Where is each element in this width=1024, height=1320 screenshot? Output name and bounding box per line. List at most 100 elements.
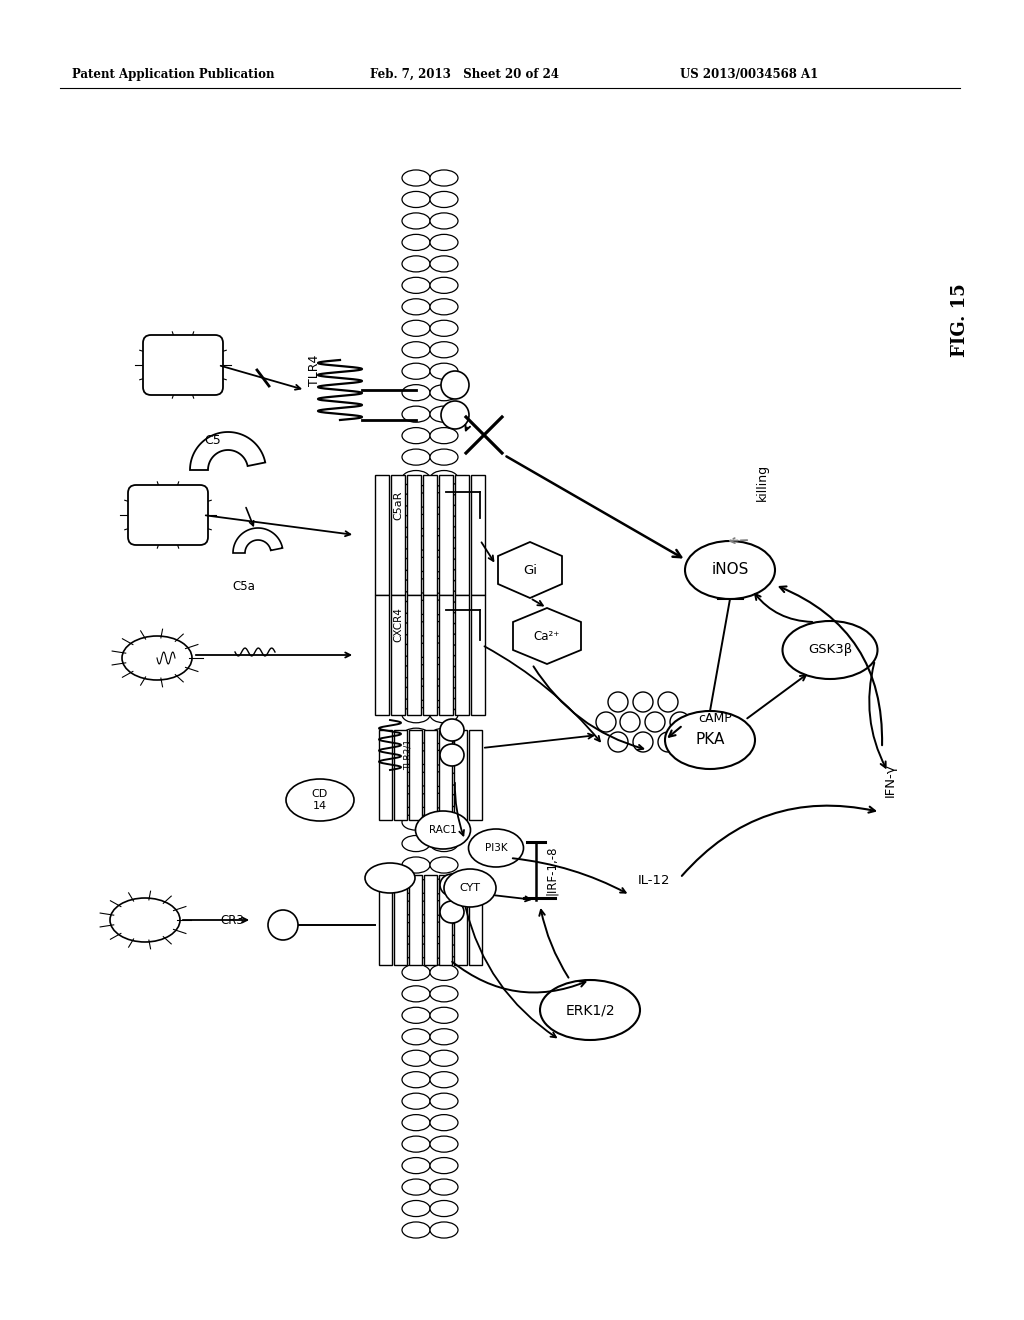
Ellipse shape <box>402 965 430 981</box>
Ellipse shape <box>430 578 458 594</box>
Bar <box>375 595 389 715</box>
Ellipse shape <box>440 874 464 896</box>
Ellipse shape <box>402 836 430 851</box>
Bar <box>393 730 407 820</box>
Bar <box>438 875 452 965</box>
Ellipse shape <box>440 719 464 741</box>
Ellipse shape <box>402 492 430 508</box>
Ellipse shape <box>402 900 430 916</box>
Text: US 2013/0034568 A1: US 2013/0034568 A1 <box>680 69 818 81</box>
Circle shape <box>620 711 640 733</box>
Ellipse shape <box>430 213 458 228</box>
Ellipse shape <box>402 1093 430 1109</box>
Ellipse shape <box>430 277 458 293</box>
Ellipse shape <box>402 235 430 251</box>
Text: CR3: CR3 <box>220 913 244 927</box>
Text: IFN-γ: IFN-γ <box>884 763 897 797</box>
Bar <box>379 875 391 965</box>
Text: cAMP: cAMP <box>698 711 732 725</box>
Bar <box>393 875 407 965</box>
Ellipse shape <box>402 213 430 228</box>
Ellipse shape <box>402 729 430 744</box>
Ellipse shape <box>430 792 458 809</box>
Ellipse shape <box>430 1137 458 1152</box>
Ellipse shape <box>402 277 430 293</box>
Ellipse shape <box>402 1222 430 1238</box>
Ellipse shape <box>444 869 496 907</box>
Ellipse shape <box>430 620 458 638</box>
Ellipse shape <box>430 363 458 379</box>
Circle shape <box>608 692 628 711</box>
Ellipse shape <box>430 643 458 659</box>
Ellipse shape <box>430 342 458 358</box>
Ellipse shape <box>430 965 458 981</box>
Ellipse shape <box>430 942 458 958</box>
Ellipse shape <box>402 599 430 615</box>
Ellipse shape <box>402 470 430 487</box>
Ellipse shape <box>110 898 180 942</box>
Text: PKA: PKA <box>695 733 725 747</box>
Bar <box>409 875 422 965</box>
Text: CD
14: CD 14 <box>312 789 328 810</box>
Ellipse shape <box>402 706 430 723</box>
Bar <box>439 595 453 715</box>
Ellipse shape <box>402 1028 430 1045</box>
Ellipse shape <box>440 902 464 923</box>
Text: killing: killing <box>756 463 769 500</box>
Bar <box>409 730 422 820</box>
Ellipse shape <box>430 836 458 851</box>
Ellipse shape <box>402 170 430 186</box>
Ellipse shape <box>402 428 430 444</box>
Ellipse shape <box>402 191 430 207</box>
Ellipse shape <box>402 1114 430 1131</box>
Text: IL-12: IL-12 <box>638 874 671 887</box>
Ellipse shape <box>782 620 878 678</box>
Text: FIG. 15: FIG. 15 <box>951 282 969 356</box>
Text: PI3K: PI3K <box>484 843 507 853</box>
Text: iNOS: iNOS <box>712 562 749 578</box>
Ellipse shape <box>402 1158 430 1173</box>
Ellipse shape <box>430 771 458 787</box>
Ellipse shape <box>430 685 458 701</box>
Ellipse shape <box>402 449 430 465</box>
Ellipse shape <box>402 1007 430 1023</box>
Ellipse shape <box>402 256 430 272</box>
Ellipse shape <box>402 942 430 958</box>
Circle shape <box>658 733 678 752</box>
Text: CXCR4: CXCR4 <box>393 607 403 643</box>
Ellipse shape <box>402 1051 430 1067</box>
Bar <box>455 475 469 595</box>
Ellipse shape <box>430 857 458 873</box>
Ellipse shape <box>430 513 458 529</box>
Circle shape <box>633 733 653 752</box>
Ellipse shape <box>430 449 458 465</box>
Ellipse shape <box>402 664 430 680</box>
Bar <box>424 875 436 965</box>
Bar <box>391 475 406 595</box>
Ellipse shape <box>268 909 298 940</box>
Text: C5aR: C5aR <box>393 490 403 520</box>
Circle shape <box>670 711 690 733</box>
Bar <box>375 475 389 595</box>
Ellipse shape <box>402 1200 430 1217</box>
Ellipse shape <box>430 921 458 937</box>
Ellipse shape <box>430 1179 458 1195</box>
Bar <box>379 730 391 820</box>
Ellipse shape <box>430 878 458 895</box>
Text: ERK1/2: ERK1/2 <box>565 1003 614 1016</box>
Ellipse shape <box>430 191 458 207</box>
Polygon shape <box>498 543 562 598</box>
Ellipse shape <box>402 771 430 787</box>
Text: Ca²⁺: Ca²⁺ <box>534 630 560 643</box>
Bar <box>423 595 437 715</box>
Ellipse shape <box>540 979 640 1040</box>
Polygon shape <box>190 432 265 470</box>
Ellipse shape <box>402 342 430 358</box>
Ellipse shape <box>430 1114 458 1131</box>
Bar <box>471 475 485 595</box>
Ellipse shape <box>402 557 430 573</box>
Text: |IRF-1,-8: |IRF-1,-8 <box>545 845 558 895</box>
Bar <box>391 595 406 715</box>
Ellipse shape <box>430 170 458 186</box>
Ellipse shape <box>430 321 458 337</box>
